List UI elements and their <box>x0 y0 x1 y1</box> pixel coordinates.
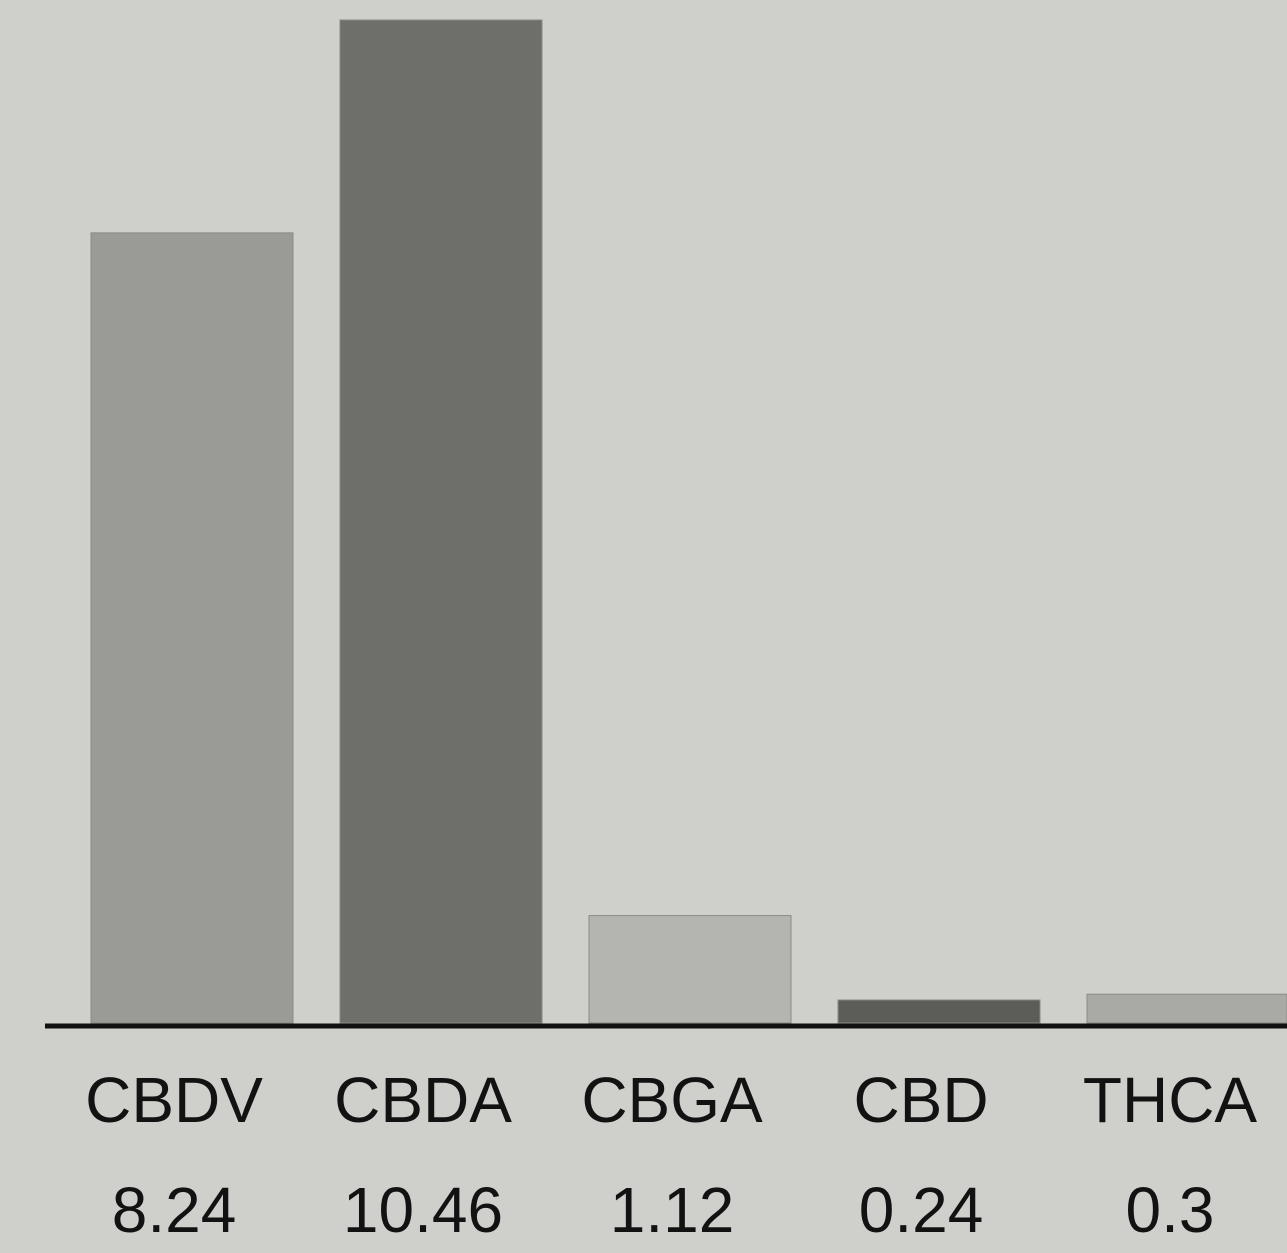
category-label-thca: THCA <box>1083 1064 1258 1136</box>
value-label-cbda: 10.46 <box>343 1174 503 1246</box>
value-label-cbga: 1.12 <box>610 1174 735 1246</box>
category-label-cbda: CBDA <box>334 1064 512 1136</box>
bar-thca <box>1086 993 1287 1024</box>
category-label-cbd: CBD <box>853 1064 988 1136</box>
value-label-cbd: 0.24 <box>859 1174 984 1246</box>
bar-cbdv <box>90 232 294 1024</box>
value-labels-group: 8.24 10.46 1.12 0.24 0.3 <box>112 1174 1215 1246</box>
bar-cbda <box>339 19 543 1024</box>
bar-cbd <box>837 999 1041 1024</box>
category-label-cbga: CBGA <box>581 1064 763 1136</box>
bar-cbga <box>588 915 792 1024</box>
category-labels-group: CBDV CBDA CBGA CBD THCA <box>85 1064 1257 1136</box>
bars-group <box>90 19 1287 1024</box>
value-label-thca: 0.3 <box>1126 1174 1215 1246</box>
category-label-cbdv: CBDV <box>85 1064 263 1136</box>
value-label-cbdv: 8.24 <box>112 1174 237 1246</box>
